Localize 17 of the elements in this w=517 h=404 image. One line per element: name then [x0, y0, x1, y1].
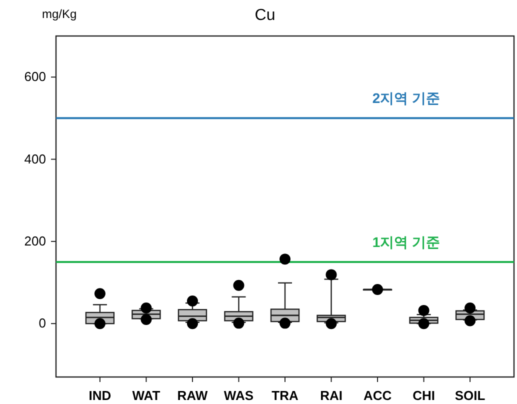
- x-tick-label: SOIL: [454, 388, 486, 403]
- y-tick-label: 600: [24, 69, 46, 84]
- x-tick-label: ACC: [363, 388, 392, 403]
- x-tick-label: IND: [88, 388, 112, 403]
- y-tick-label: 0: [38, 316, 46, 331]
- x-tick-label: RAI: [320, 388, 342, 403]
- x-tick-label: WAT: [132, 388, 160, 403]
- chart-title: Cu: [254, 7, 276, 24]
- x-tick-label: WAS: [224, 388, 254, 403]
- x-tick-label: CHI: [412, 388, 435, 403]
- x-tick-label: RAW: [177, 388, 208, 403]
- y-axis-title: mg/Kg: [42, 7, 77, 21]
- y-tick-label: 400: [24, 151, 46, 166]
- ref-line-label: 2지역 기준: [372, 90, 440, 106]
- y-tick-label: 200: [24, 233, 46, 248]
- ref-line-label: 1지역 기준: [372, 234, 440, 250]
- x-tick-label: TRA: [272, 388, 299, 403]
